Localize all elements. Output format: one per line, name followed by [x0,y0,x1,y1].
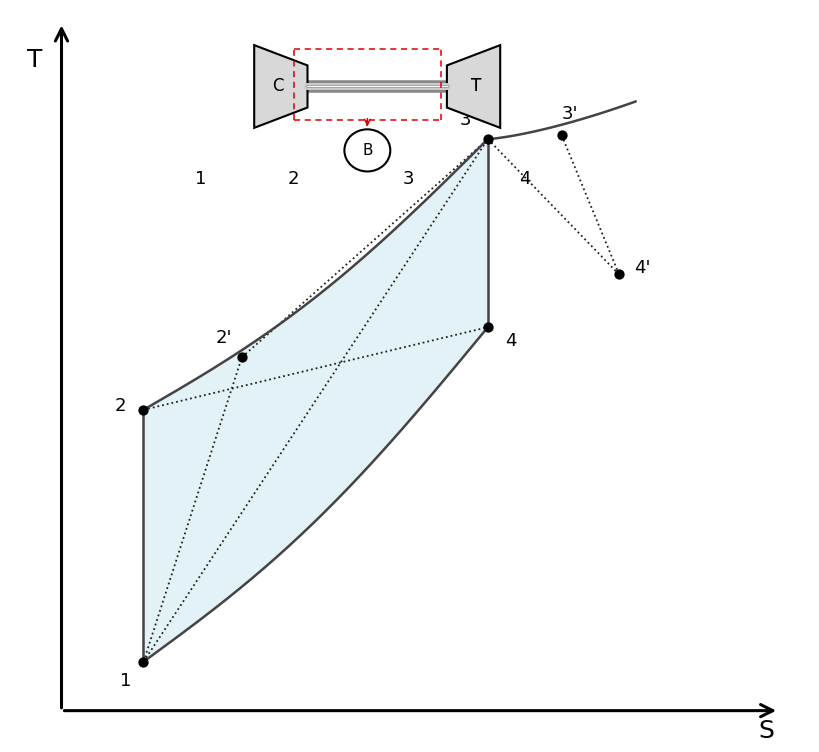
Text: T: T [471,77,481,96]
Point [481,133,494,145]
Text: 4: 4 [518,170,530,188]
Point [612,268,625,280]
Point [137,656,150,668]
Text: T: T [471,77,481,96]
Text: 3: 3 [402,170,414,188]
Text: 4: 4 [505,332,516,350]
Polygon shape [143,139,487,662]
Text: 1: 1 [120,672,131,690]
Polygon shape [446,45,500,128]
Text: 3: 3 [459,111,470,129]
Point [554,129,568,141]
Point [235,351,248,363]
Text: 3': 3' [561,105,577,123]
Text: 2': 2' [215,329,232,347]
Text: S: S [758,719,774,743]
Text: 2: 2 [115,397,126,415]
Text: 4': 4' [633,259,649,277]
Text: C: C [272,77,283,96]
Text: B: B [362,143,372,158]
Point [137,404,150,416]
Text: T: T [27,48,42,72]
Text: 2: 2 [287,170,299,188]
Text: 1: 1 [195,170,206,188]
Point [481,321,494,333]
Polygon shape [254,45,307,128]
